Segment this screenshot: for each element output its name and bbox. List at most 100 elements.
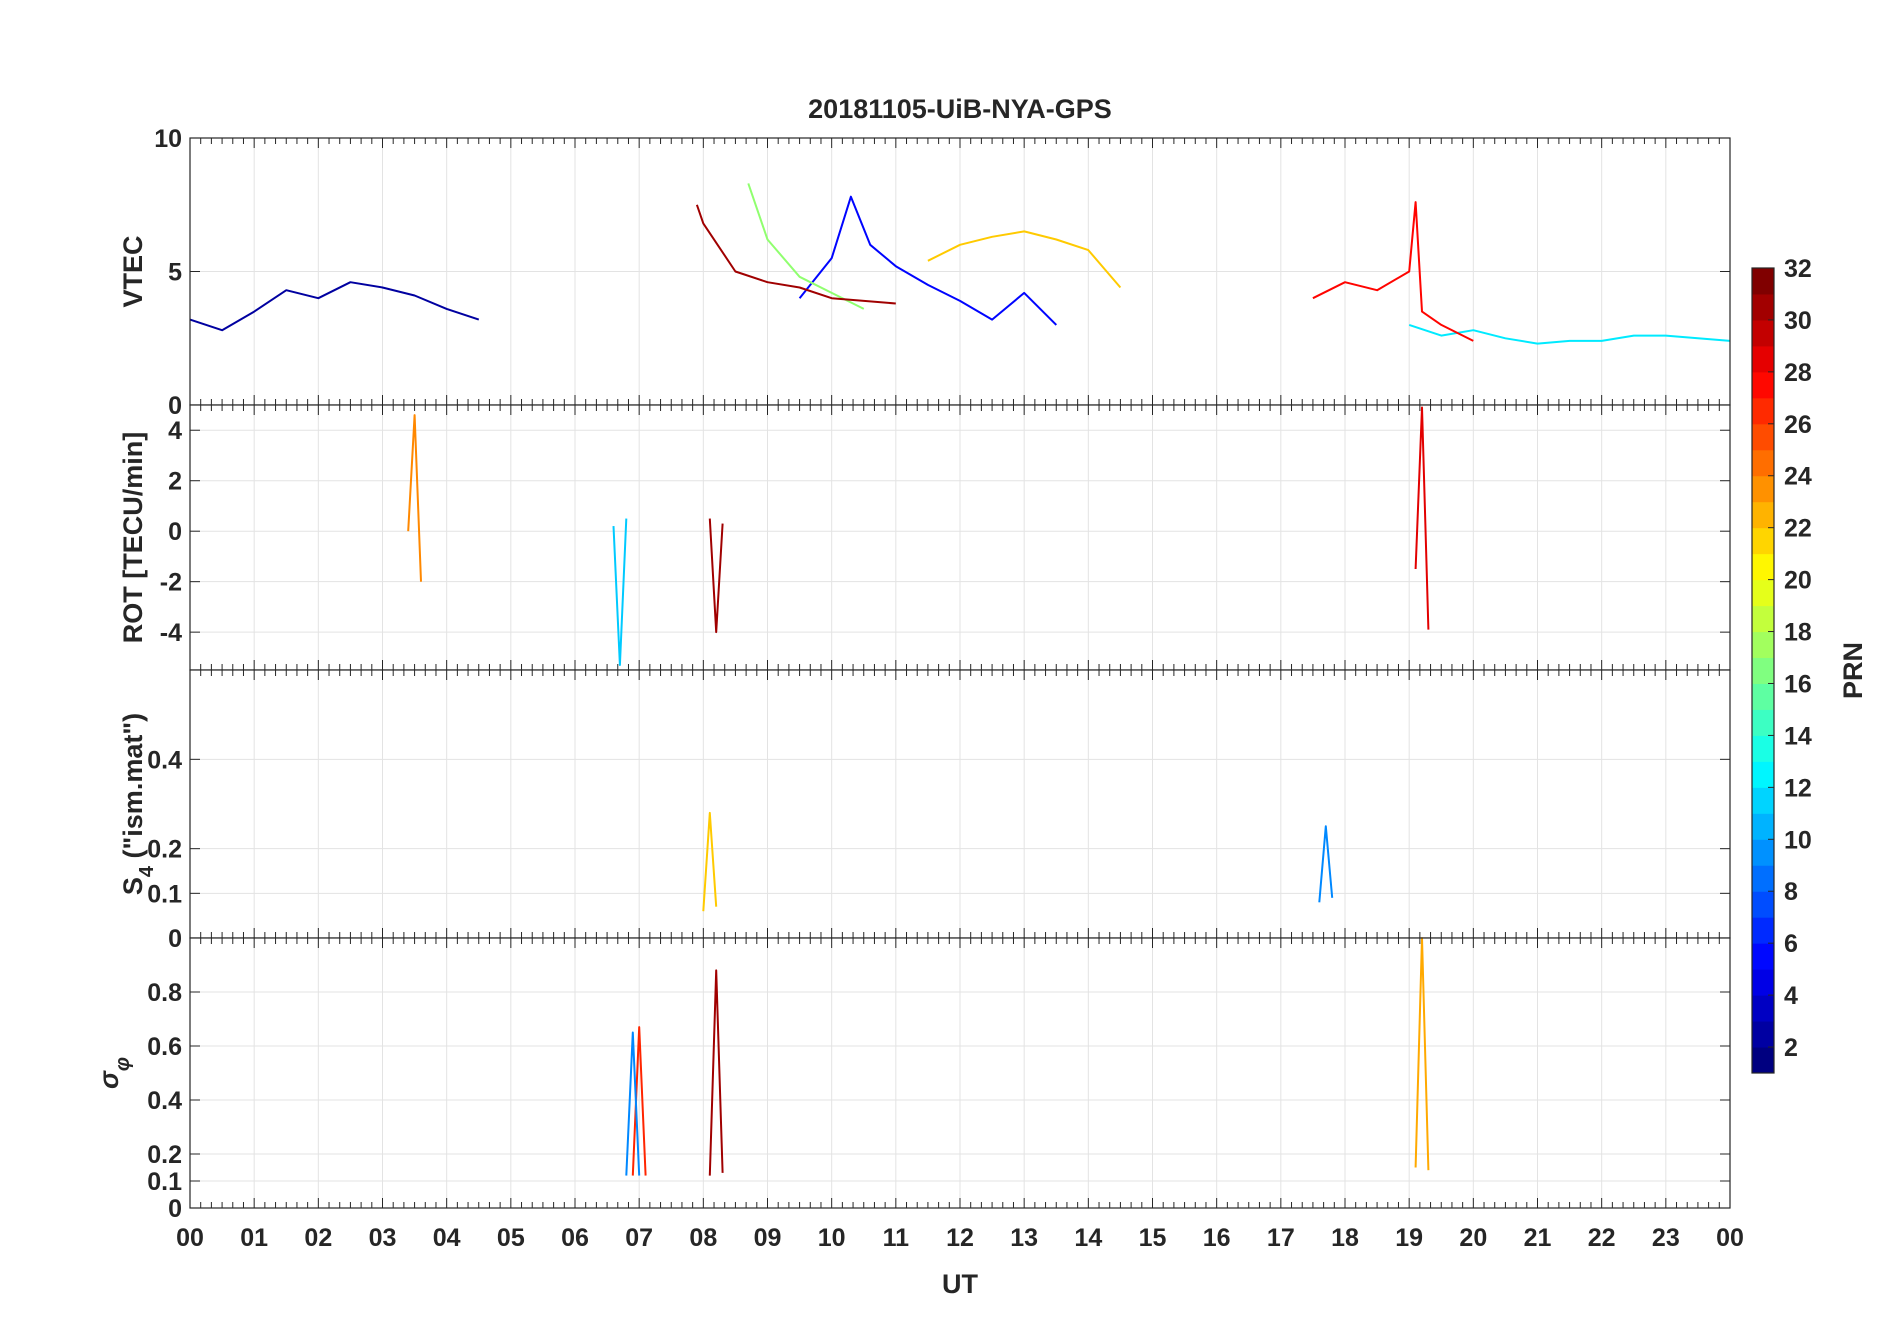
x-tick-label: 03	[369, 1224, 397, 1252]
y-tick-label: 0	[168, 518, 182, 546]
colorbar-segment	[1752, 917, 1774, 944]
colorbar-segment	[1752, 995, 1774, 1022]
colorbar-segment	[1752, 969, 1774, 996]
y-axis-label: S4 ("ism.mat")	[118, 713, 158, 895]
series	[407, 406, 1430, 666]
series	[189, 183, 1731, 345]
y-tick-label: 0	[168, 392, 182, 420]
panel-sigphi: 00.10.2 0.4 0.6 0.8 σφ	[94, 937, 1731, 1223]
y-tick-label: 0	[168, 925, 182, 953]
colorbar-tick-label: 28	[1784, 359, 1812, 387]
colorbar-segment	[1752, 657, 1774, 684]
chart-title: 20181105-UiB-NYA-GPS	[808, 94, 1112, 124]
y-tick-label: -4	[160, 619, 182, 647]
series-line-prn-9	[625, 1031, 641, 1176]
colorbar-tick-label: 6	[1784, 930, 1798, 958]
colorbar-segment	[1752, 553, 1774, 581]
y-axis-label: σφ	[94, 1057, 134, 1089]
series-line-prn-22	[702, 811, 718, 912]
y-tick-label: 0	[168, 1195, 182, 1223]
x-ticks	[189, 670, 1731, 938]
colorbar-segment	[1752, 319, 1774, 347]
colorbar-segment	[1752, 761, 1774, 788]
x-tick-label: 00	[1716, 1224, 1744, 1252]
colorbar-segment	[1752, 631, 1774, 659]
colorbar-tick-label: 20	[1784, 567, 1812, 595]
x-tick-label: 23	[1652, 1224, 1680, 1252]
x-tick-label: 07	[625, 1224, 653, 1252]
colorbar-segment	[1752, 579, 1774, 607]
colorbar-tick-label: 18	[1784, 619, 1812, 647]
y-tick-label: 0.2	[147, 1141, 182, 1169]
colorbar-segment	[1752, 501, 1774, 529]
series-line-prn-24	[407, 414, 422, 582]
series-line-prn-11	[612, 518, 628, 666]
x-tick-label: 01	[240, 1224, 268, 1252]
x-tick-label: 15	[1139, 1224, 1167, 1252]
x-tick-label: 17	[1267, 1224, 1295, 1252]
colorbar-segment	[1752, 397, 1774, 425]
y-tick-label: 10	[154, 125, 182, 153]
series-line-prn-9	[1318, 825, 1334, 903]
x-ticks	[189, 138, 1731, 405]
colorbar-segment	[1752, 787, 1774, 814]
x-tick-label: 19	[1395, 1224, 1423, 1252]
x-tick-label: 18	[1331, 1224, 1359, 1252]
colorbar-segment	[1752, 813, 1774, 840]
colorbar-segment	[1752, 605, 1774, 633]
series-line-prn-2	[189, 281, 480, 332]
colorbar-segment	[1752, 345, 1774, 373]
x-tick-label: 11	[883, 1224, 910, 1252]
x-axis: 00 01 02 03 04 05 06 07 08 09 10 11 12 13 14 15 16 17 18 19…	[176, 1224, 1744, 1252]
series-line-prn-27	[631, 1026, 647, 1176]
y-tick-label: 0.1	[147, 880, 182, 908]
x-tick-label: 14	[1074, 1224, 1102, 1252]
colorbar-segment	[1752, 423, 1774, 451]
series-line-prn-29	[1414, 406, 1430, 630]
colorbar-tick-label: 14	[1784, 722, 1812, 750]
grid	[189, 405, 1731, 670]
x-axis-label: UT	[942, 1269, 978, 1299]
x-tick-label: 16	[1203, 1224, 1231, 1252]
colorbar-segment	[1752, 475, 1774, 503]
series-line-prn-31	[695, 204, 896, 305]
panel-rot: -4 -2 0 2 4 ROT [TECU/min]	[118, 404, 1731, 671]
colorbar-tick-label: 32	[1784, 255, 1812, 283]
series-line-prn-31	[708, 518, 724, 634]
colorbar-tick-label: 24	[1784, 463, 1812, 491]
colorbar-segment	[1752, 1021, 1774, 1048]
colorbar-tick-label: 12	[1784, 774, 1812, 802]
x-tick-label: 12	[946, 1224, 974, 1252]
colorbar-segment	[1752, 293, 1774, 321]
x-tick-label: 06	[561, 1224, 589, 1252]
colorbar-segment	[1752, 371, 1774, 399]
y-tick-label: 0.2	[147, 836, 182, 864]
x-tick-label: 21	[1524, 1224, 1552, 1252]
panel-vtec: 0 5 10 VTEC	[118, 125, 1731, 420]
colorbar-segment	[1752, 891, 1774, 918]
colorbar-segment	[1752, 268, 1774, 295]
y-tick-label: 0.8	[147, 979, 182, 1007]
colorbar-frame	[1751, 267, 1775, 1074]
colorbar-segment	[1752, 735, 1774, 762]
series-line-prn-22	[927, 230, 1122, 289]
x-tick-label: 08	[689, 1224, 717, 1252]
y-tick-label: 4	[168, 417, 182, 445]
colorbar-label: PRN	[1838, 642, 1868, 699]
colorbar-tick-label: 30	[1784, 307, 1812, 335]
y-tick-label: -2	[160, 569, 182, 597]
colorbar-tick-label: 22	[1784, 515, 1812, 543]
x-tick-label: 20	[1459, 1224, 1487, 1252]
x-ticks	[189, 938, 1731, 1208]
x-tick-label: 04	[433, 1224, 461, 1252]
colorbar-segment	[1752, 1047, 1774, 1074]
y-tick-label: 0.6	[147, 1033, 182, 1061]
y-tick-label: 0.4	[147, 746, 182, 774]
series-line-prn-28	[1312, 201, 1474, 342]
panel-s4: 0 0.1 0.2 0.4S4 ("ism.mat")	[118, 669, 1731, 953]
y-tick-label: 2	[168, 468, 182, 496]
x-tick-label: 02	[304, 1224, 332, 1252]
series-line-prn-31	[708, 969, 724, 1176]
x-tick-label: 22	[1588, 1224, 1616, 1252]
